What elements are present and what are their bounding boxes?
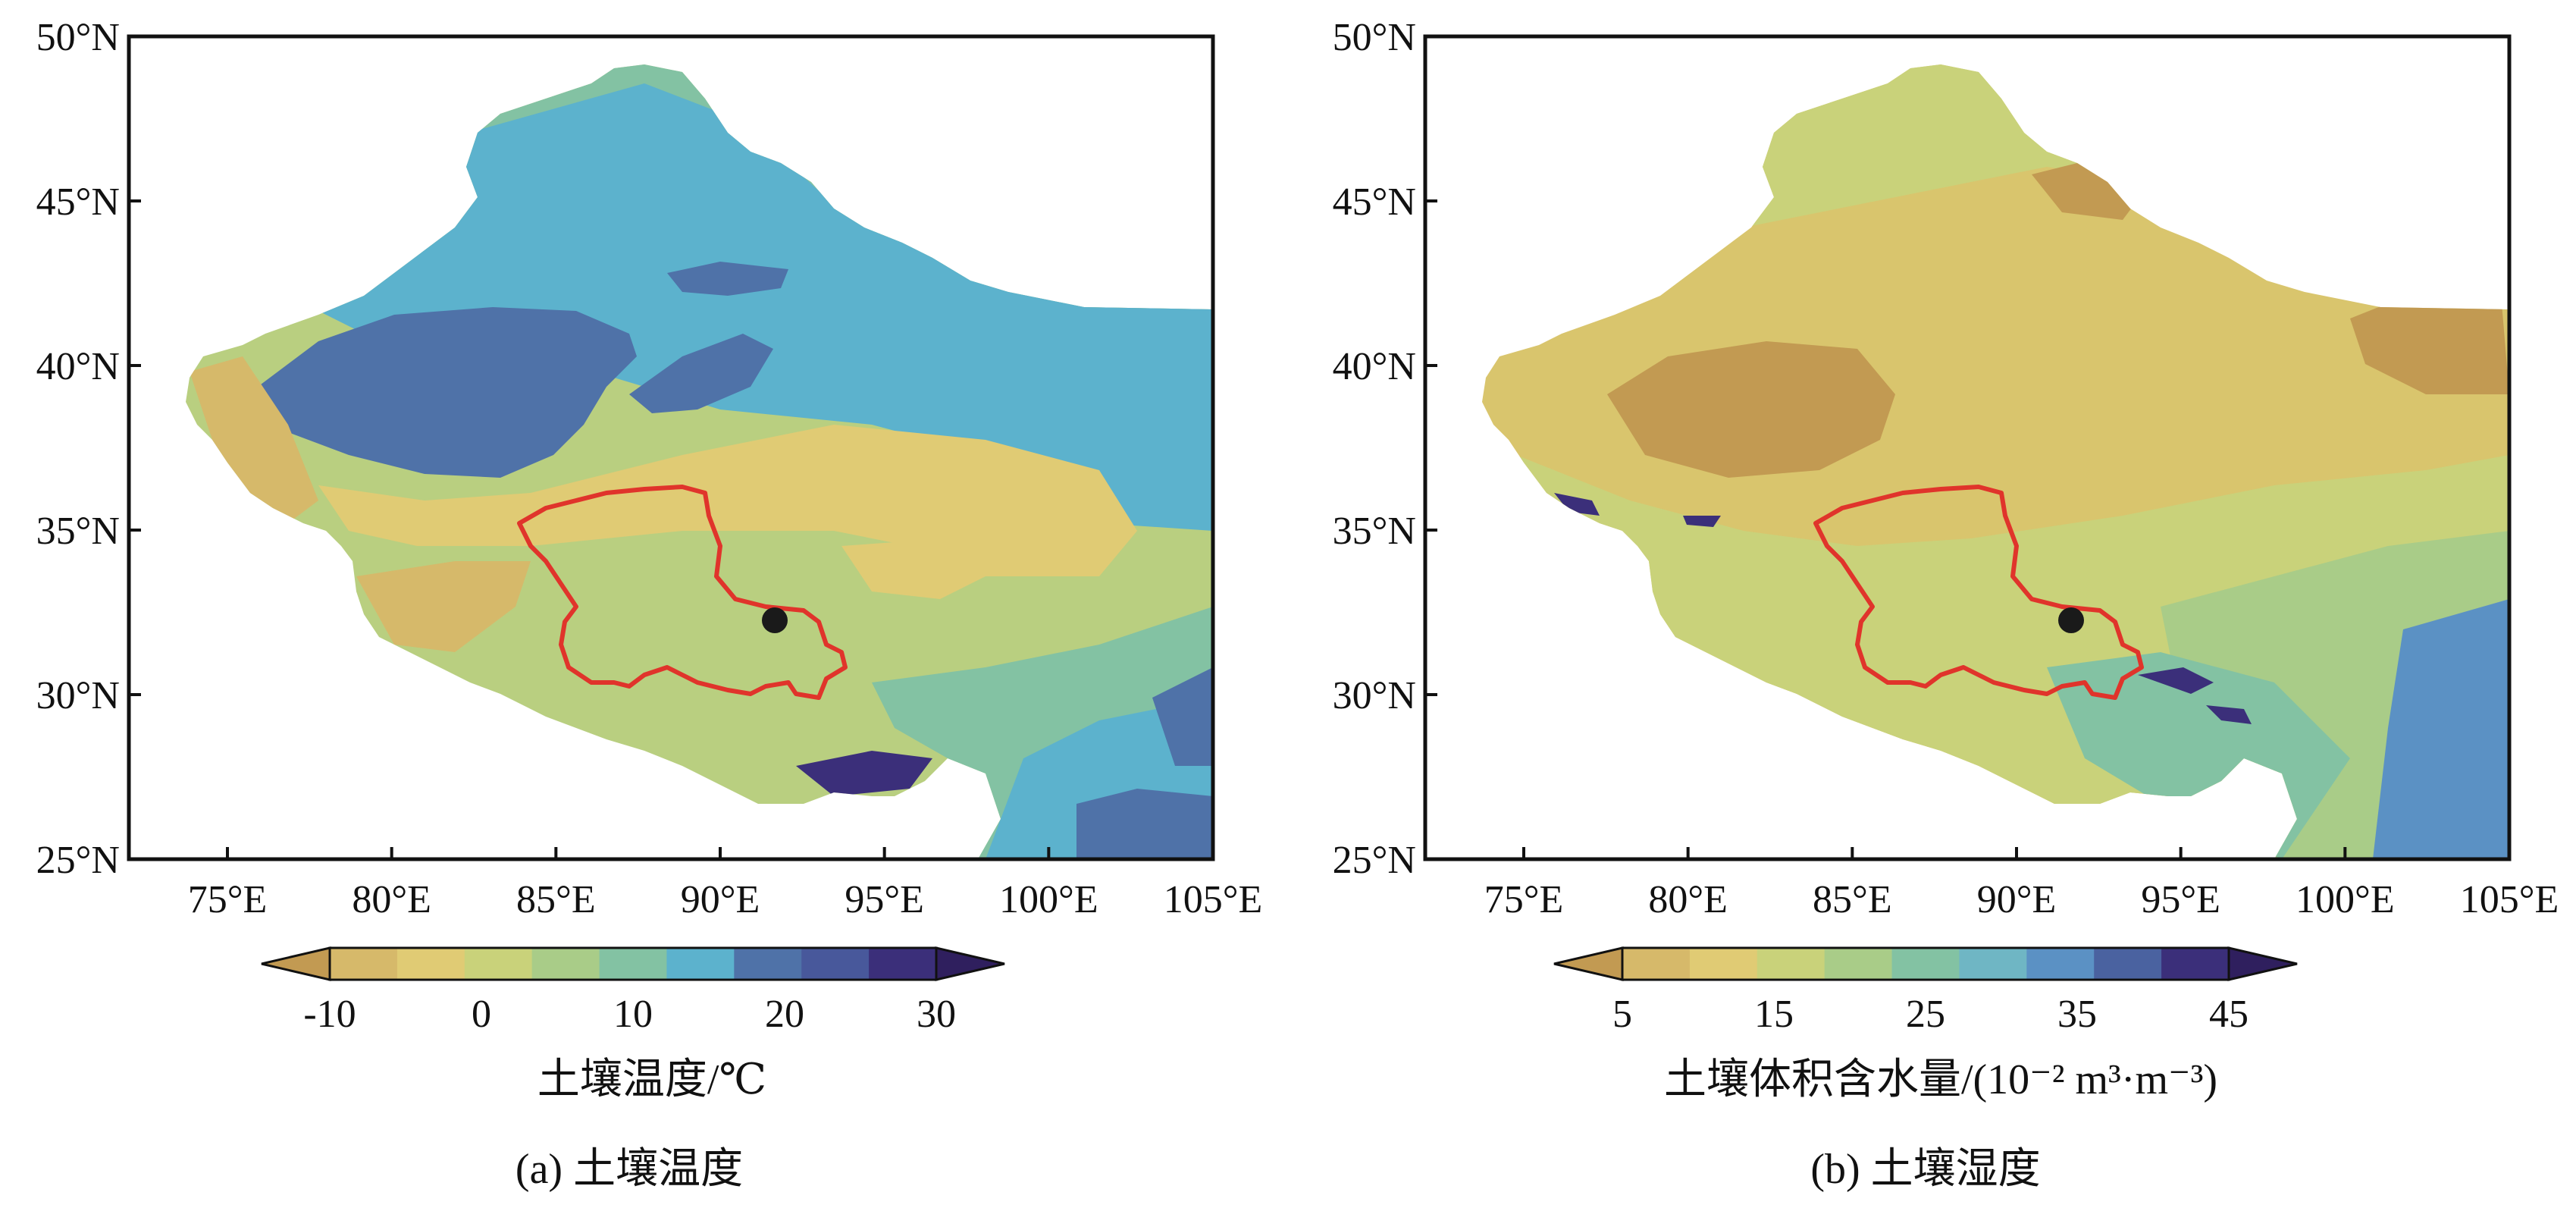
lon-tick-label: 100°E xyxy=(2296,878,2395,921)
colorbar-extend-low xyxy=(261,946,331,981)
colorbar-tick-label: 35 xyxy=(2057,993,2097,1036)
lat-tick-label: 40°N xyxy=(1333,345,1416,388)
colorbar-bin xyxy=(464,948,533,980)
site-marker-a xyxy=(762,607,788,633)
lon-tick-label: 105°E xyxy=(2460,878,2559,921)
colorbar-a: -10 0 10 20 30 xyxy=(261,946,1005,1036)
lon-tick-label: 105°E xyxy=(1164,878,1263,921)
lon-tick-label: 80°E xyxy=(352,878,431,921)
lon-tick-label: 95°E xyxy=(845,878,924,921)
lon-tick-label: 90°E xyxy=(1977,878,2057,921)
colorbar-bin xyxy=(666,948,735,980)
colorbar-tick-label: 25 xyxy=(1906,993,1945,1036)
colorbar-tick-label: 5 xyxy=(1612,993,1632,1036)
lat-tick-label: 35°N xyxy=(1333,510,1416,553)
lat-tick-label: 40°N xyxy=(36,345,120,388)
lat-tick-label: 50°N xyxy=(1333,16,1416,59)
axes-a: 50°N 45°N 40°N 35°N 30°N 25°N 75°E 80°E 85°E 90°E… xyxy=(36,16,1263,921)
colorbar-bin xyxy=(1891,948,1960,980)
colorbar-bin xyxy=(734,948,802,980)
colorbar-bin xyxy=(2094,948,2162,980)
lat-tick-label: 35°N xyxy=(36,510,120,553)
colorbar-tick-label: 15 xyxy=(1754,993,1794,1036)
lat-tick-label: 50°N xyxy=(36,16,120,59)
panel-b xyxy=(1423,34,2512,861)
colorbar-tick-label: 30 xyxy=(917,993,956,1036)
panel-a xyxy=(127,34,1215,861)
colorbar-bin xyxy=(330,948,398,980)
colorbar-bin xyxy=(1959,948,2027,980)
lat-tick-label: 30°N xyxy=(36,674,120,717)
colorbar-b: 5 15 25 35 45 xyxy=(1553,946,2298,1036)
colorbar-tick-label: 0 xyxy=(472,993,491,1036)
lon-tick-label: 85°E xyxy=(516,878,596,921)
colorbar-tick-label: -10 xyxy=(303,993,356,1036)
colorbar-bin xyxy=(396,948,465,980)
colorbar-label-b: 土壤体积含水量/(10⁻² m³·m⁻³) xyxy=(1664,1056,2217,1103)
site-marker-b xyxy=(2058,607,2084,633)
lat-tick-label: 25°N xyxy=(36,839,120,882)
colorbar-bin xyxy=(1689,948,1758,980)
lon-tick-label: 95°E xyxy=(2141,878,2220,921)
lat-tick-label: 30°N xyxy=(1333,674,1416,717)
colorbar-extend-high xyxy=(935,946,1005,981)
colorbar-bin xyxy=(801,948,870,980)
colorbar-extend-high xyxy=(2227,946,2298,981)
colorbar-bin xyxy=(1757,948,1825,980)
lon-tick-label: 75°E xyxy=(188,878,268,921)
lat-tick-label: 45°N xyxy=(1333,180,1416,224)
colorbar-label-a: 土壤温度/℃ xyxy=(537,1056,766,1103)
lon-tick-label: 100°E xyxy=(999,878,1098,921)
axes-b: 50°N 45°N 40°N 35°N 30°N 25°N 75°E 80°E 85°E 90°E… xyxy=(1333,16,2559,921)
caption-a: (a) 土壤温度 xyxy=(516,1146,743,1193)
lon-tick-label: 90°E xyxy=(681,878,760,921)
colorbar-bin xyxy=(599,948,667,980)
colorbar-bin xyxy=(531,948,600,980)
colorbar-tick-label: 45 xyxy=(2209,993,2249,1036)
lat-tick-label: 45°N xyxy=(36,180,120,224)
caption-b: (b) 土壤湿度 xyxy=(1810,1146,2040,1193)
colorbar-tick-label: 10 xyxy=(613,993,653,1036)
lon-tick-label: 85°E xyxy=(1813,878,1892,921)
colorbar-bin xyxy=(2161,948,2230,980)
colorbar-bin xyxy=(869,948,937,980)
colorbar-bin xyxy=(1824,948,1893,980)
colorbar-extend-low xyxy=(1553,946,1624,981)
lon-tick-label: 80°E xyxy=(1648,878,1728,921)
colorbar-bin xyxy=(1622,948,1691,980)
colorbar-tick-label: 20 xyxy=(765,993,804,1036)
lon-tick-label: 75°E xyxy=(1484,878,1564,921)
lat-tick-label: 25°N xyxy=(1333,839,1416,882)
colorbar-bin xyxy=(2026,948,2095,980)
